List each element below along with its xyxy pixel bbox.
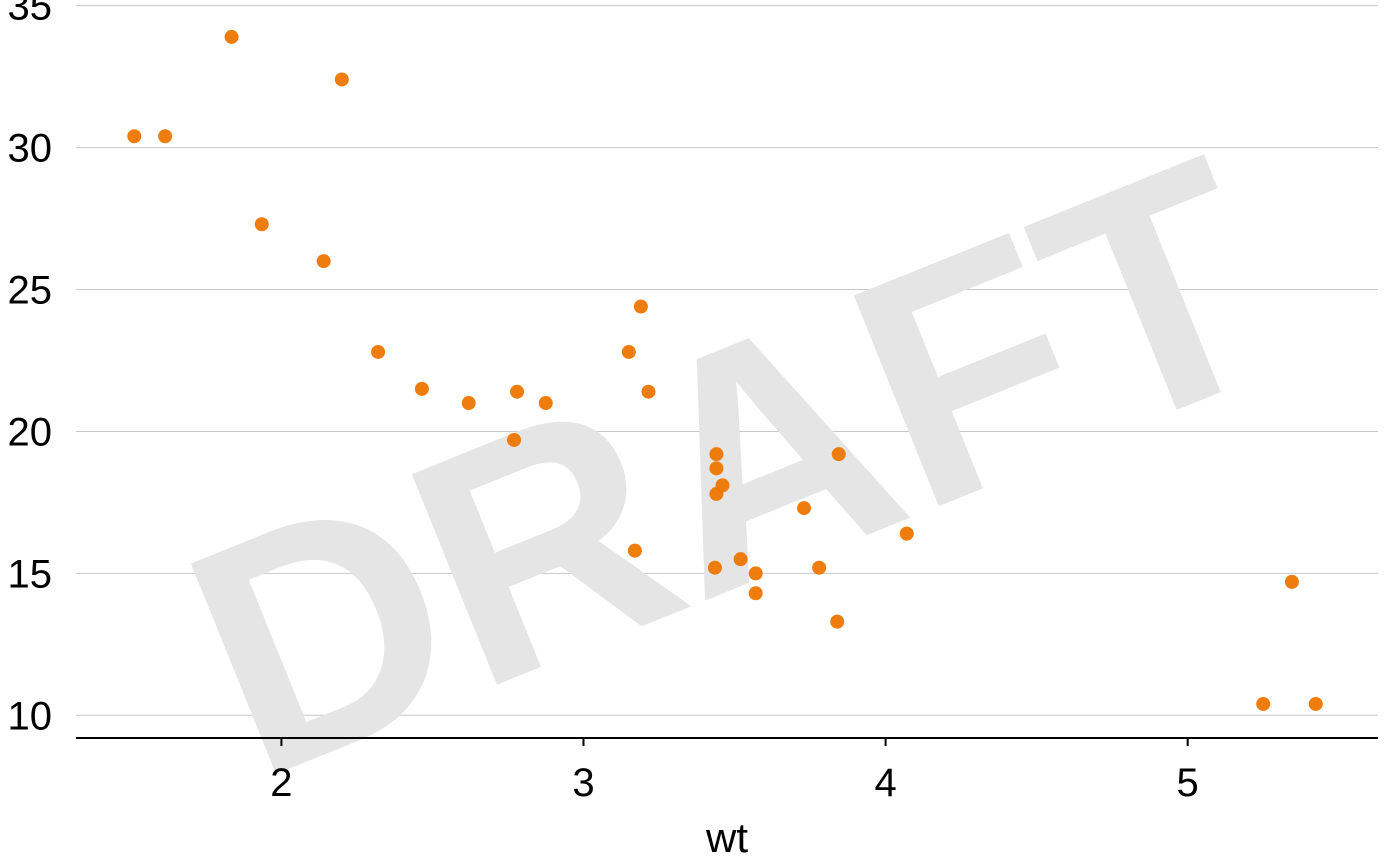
data-point-6 (334, 72, 349, 87)
x-tick-label-4: 4 (874, 761, 896, 805)
x-tick-label-2: 2 (270, 761, 292, 805)
y-tick-label-15: 15 (8, 552, 53, 596)
data-point-2 (158, 129, 173, 144)
x-axis-title: wt (705, 814, 748, 861)
data-point-29 (899, 526, 914, 541)
data-point-25 (797, 501, 812, 516)
data-point-30 (1256, 696, 1271, 711)
data-point-23 (748, 586, 763, 601)
y-axis-ticks: 10 15 20 25 30 35 (8, 0, 53, 738)
x-axis-ticks: 2 3 4 5 (270, 738, 1199, 805)
data-point-9 (461, 396, 476, 411)
y-tick-label-10: 10 (8, 694, 53, 738)
data-points (127, 29, 1323, 711)
watermark-draft: DRAFT (144, 86, 1319, 847)
data-point-3 (224, 29, 239, 44)
data-point-17 (707, 560, 722, 575)
data-point-5 (316, 254, 331, 269)
data-point-7 (371, 344, 386, 359)
data-point-18 (709, 461, 724, 476)
data-point-14 (627, 543, 642, 558)
data-point-32 (1308, 696, 1323, 711)
data-point-10 (507, 432, 522, 447)
data-point-31 (1284, 574, 1299, 589)
data-point-1 (127, 129, 142, 144)
data-point-24 (748, 566, 763, 581)
data-point-26 (812, 560, 827, 575)
data-point-27 (830, 614, 845, 629)
data-point-21 (715, 478, 730, 493)
data-point-16 (641, 384, 656, 399)
x-tick-label-5: 5 (1177, 761, 1199, 805)
y-tick-label-20: 20 (8, 410, 53, 454)
data-point-19 (709, 447, 724, 462)
data-point-28 (831, 447, 846, 462)
x-tick-label-3: 3 (572, 761, 594, 805)
y-tick-label-25: 25 (8, 269, 53, 313)
data-point-8 (414, 381, 429, 396)
data-point-13 (621, 344, 636, 359)
gridlines (76, 5, 1378, 716)
data-point-11 (510, 384, 525, 399)
data-point-4 (254, 217, 269, 232)
data-point-15 (633, 299, 648, 314)
y-tick-label-35: 35 (8, 0, 53, 29)
y-tick-label-30: 30 (8, 127, 53, 171)
data-point-12 (538, 396, 553, 411)
data-point-22 (733, 552, 748, 567)
